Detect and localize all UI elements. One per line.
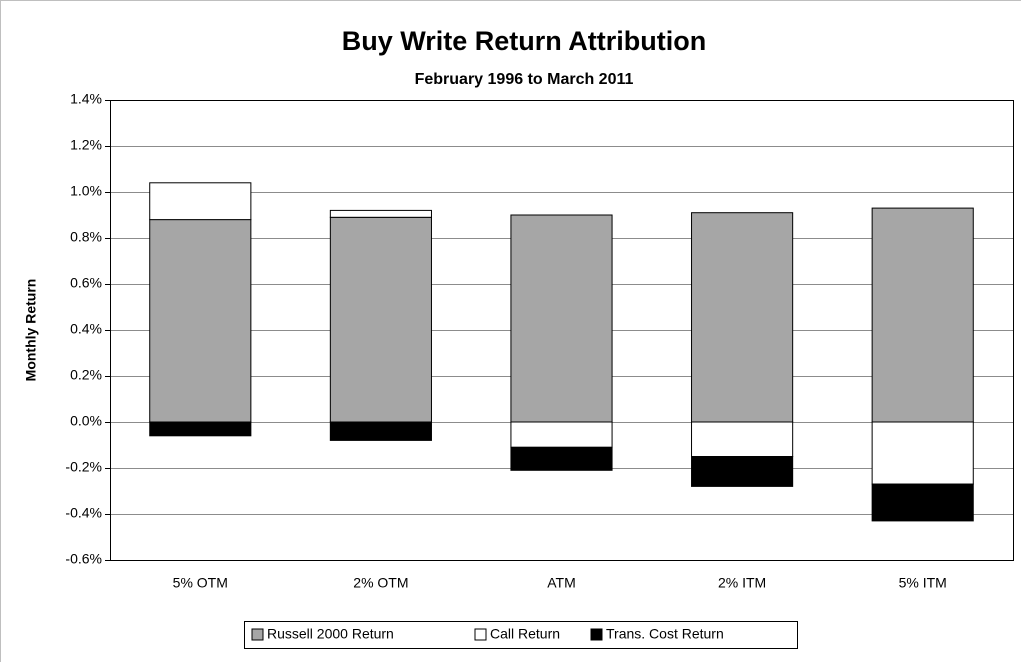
y-tick-label: -0.6% [65, 551, 102, 567]
legend-label: Trans. Cost Return [606, 626, 724, 642]
y-tick-label: -0.4% [65, 505, 102, 521]
bar-segment [510, 421, 613, 448]
x-tick-label: 2% OTM [353, 575, 408, 591]
y-tick-label: 0.2% [70, 367, 102, 383]
y-tick-label: 1.2% [70, 137, 102, 153]
bar-segment [149, 421, 252, 437]
bar-segment [149, 182, 252, 221]
y-tick-label: 1.0% [70, 183, 102, 199]
x-tick-label: ATM [547, 575, 576, 591]
legend-swatch [474, 628, 487, 641]
legend-label: Russell 2000 Return [267, 626, 394, 642]
bar-segment [329, 421, 432, 441]
bar-segment [510, 214, 613, 423]
y-tick-label: 1.4% [70, 91, 102, 107]
y-tick-label: 0.6% [70, 275, 102, 291]
chart-subtitle: February 1996 to March 2011 [415, 71, 634, 88]
x-tick-label: 5% OTM [173, 575, 228, 591]
y-tick-label: 0.4% [70, 321, 102, 337]
x-tick-label: 5% ITM [899, 575, 947, 591]
bar-segment [149, 219, 252, 423]
legend-label: Call Return [490, 626, 560, 642]
y-tick-label: 0.8% [70, 229, 102, 245]
legend-swatch [251, 628, 264, 641]
x-tick-label: 2% ITM [718, 575, 766, 591]
y-axis-label: Monthly Return [23, 279, 39, 382]
legend-swatch [590, 628, 603, 641]
legend-box [244, 621, 798, 649]
bar-segment [871, 207, 974, 423]
bar-segment [871, 483, 974, 522]
y-tick-label: 0.0% [70, 413, 102, 429]
bar-segment [691, 456, 794, 487]
y-tick-label: -0.2% [65, 459, 102, 475]
chart-title: Buy Write Return Attribution [342, 26, 706, 56]
bar-segment [510, 446, 613, 471]
bar-segment [329, 209, 432, 218]
bar-segment [329, 216, 432, 423]
bar-segment [691, 421, 794, 457]
bar-segment [691, 212, 794, 423]
bar-segment [871, 421, 974, 485]
plot-border [110, 100, 1014, 561]
